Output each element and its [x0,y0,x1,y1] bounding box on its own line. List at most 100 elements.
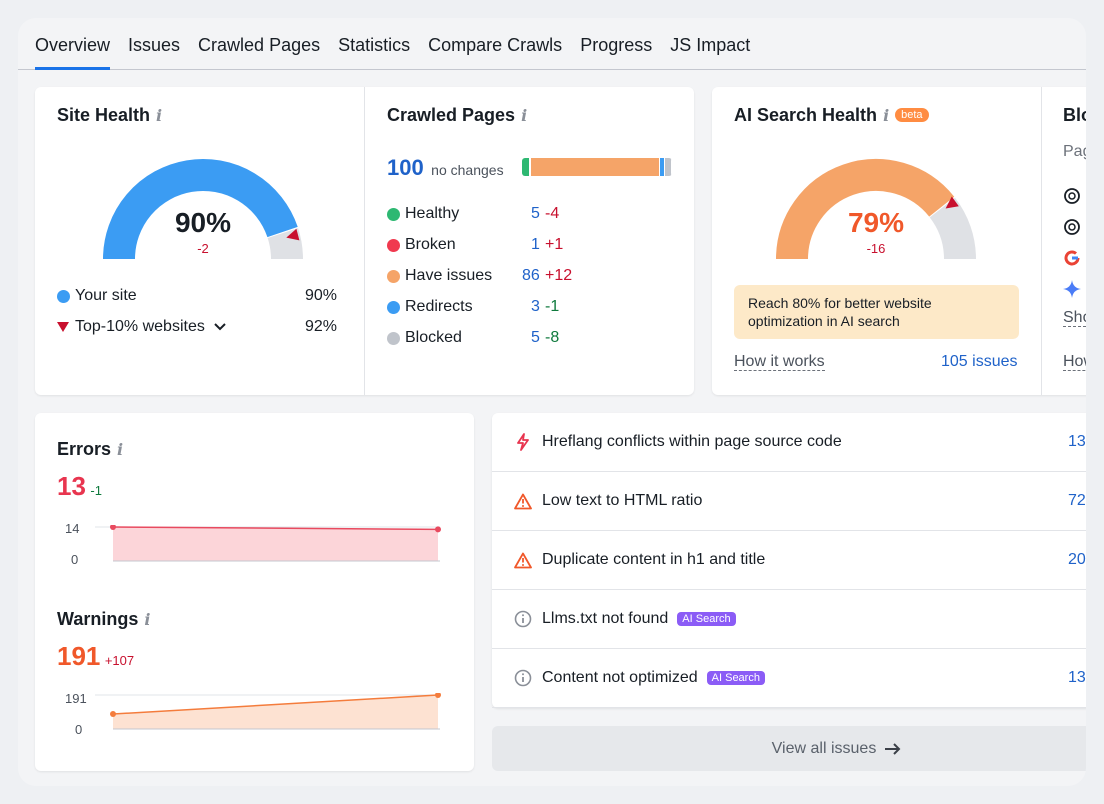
crawled-row-healthy[interactable]: Healthy [387,205,459,223]
legend-dot [57,289,70,303]
crawled-row-label: Blocked [405,329,462,346]
crawled-row-broken[interactable]: Broken [387,236,456,254]
errors-y-tick: 14 [65,521,80,536]
errors-chart [95,525,441,562]
crawled-row-value[interactable]: 5 [531,205,540,222]
issue-count[interactable]: 13 [1068,433,1086,450]
issue-text[interactable]: Hreflang conflicts within page source co… [542,433,842,450]
top10-marker-icon [286,228,300,241]
ai-issues-link[interactable]: 105 issues [941,353,1018,370]
gemini-icon [1063,280,1081,298]
warnings-chart [95,693,441,730]
tab-statistics[interactable]: Statistics [338,35,411,55]
tab-compare-crawls[interactable]: Compare Crawls [428,35,563,55]
crawled-row-label: Redirects [405,298,473,315]
bar-segment [664,158,672,176]
issue-row[interactable]: Content not optimized AI Search 13 [492,649,1086,708]
crawled-row-have-issues[interactable]: Have issues [387,267,492,285]
top10-triangle-icon [57,322,69,332]
bar-segment [660,158,665,176]
beta-badge: beta [895,108,929,122]
ai-health-tip: Reach 80% for better website optimizatio… [734,285,1019,339]
info-icon[interactable]: i [156,106,163,125]
data-point[interactable] [435,693,441,698]
info-icon[interactable]: i [117,440,124,459]
your-site-value: 90% [305,287,338,304]
blocked-card-title: Blo [1063,105,1086,125]
top10-value: 92% [305,318,338,335]
crawled-row-value[interactable]: 86 [522,267,540,284]
series-line [112,526,439,531]
legend-dot [387,238,400,252]
crawled-row-change: +1 [545,236,564,253]
issue-row[interactable]: Low text to HTML ratio 72 [492,472,1086,531]
card-divider [1041,87,1042,395]
issue-count[interactable]: 13 [1068,669,1086,686]
issue-text[interactable]: Duplicate content in h1 and title [542,551,766,568]
openai-icon [1064,219,1080,235]
errors-title: Errors i [57,439,124,459]
tab-crawled-pages[interactable]: Crawled Pages [198,35,321,55]
issue-count[interactable]: 20 [1068,551,1086,568]
crawled-row-value[interactable]: 3 [531,298,540,315]
warnings-y-tick: 0 [75,722,83,737]
overview-card: Site Health i 90% -2 Your site 90% Top-10… [35,87,694,395]
data-point[interactable] [110,711,116,718]
ai-search-badge: AI Search [706,671,765,685]
gauge-rest-arc [929,197,976,260]
issue-row[interactable]: Duplicate content in h1 and title 20 [492,531,1086,590]
tab-bar: Overview Issues Crawled Pages Statistics… [18,18,1086,70]
issue-row[interactable]: Llms.txt not found AI Search [492,590,1086,649]
error-bolt-icon [514,433,532,451]
data-point[interactable] [110,525,116,530]
info-icon[interactable]: i [144,610,151,629]
site-health-percent: 90% [174,207,232,238]
crawled-row-change: -8 [545,329,560,346]
bar-segment [529,158,531,176]
issue-count[interactable]: 72 [1068,492,1086,509]
legend-dot [387,300,400,314]
legend-top10[interactable]: Top-10% websites [57,318,227,336]
info-icon[interactable]: i [521,106,528,125]
crawled-row-redirects[interactable]: Redirects [387,298,473,316]
crawled-row-change: +12 [545,267,573,284]
info-icon[interactable]: i [883,106,890,125]
warnings-value-row: 191 +107 [57,641,134,672]
warnings-change: +107 [104,653,135,668]
crawled-pages-bar[interactable] [522,158,672,176]
site-health-gauge [103,159,303,260]
crawled-row-blocked[interactable]: Blocked [387,329,462,347]
errors-value[interactable]: 13 [57,471,86,501]
how-it-works-link[interactable]: How it works [734,353,825,371]
crawled-row-value[interactable]: 1 [531,236,540,253]
data-point[interactable] [435,526,441,533]
bar-segment [522,158,530,176]
issue-text[interactable]: Low text to HTML ratio [542,492,703,509]
ai-health-change: -16 [866,241,886,256]
warnings-y-tick: 191 [65,691,87,706]
show-link[interactable]: Sho [1063,309,1086,327]
how-link[interactable]: How [1063,353,1086,371]
issue-text[interactable]: Llms.txt not found [542,610,669,627]
crawled-row-label: Healthy [405,205,460,222]
bar-segment [531,158,660,176]
crawled-row-change: -4 [545,205,560,222]
area-fill [113,695,438,729]
card-divider [364,87,365,395]
series-line [112,694,439,715]
crawled-row-value[interactable]: 5 [531,329,540,346]
chevron-down-icon[interactable] [213,322,227,332]
warnings-value[interactable]: 191 [57,641,101,671]
tab-overview[interactable]: Overview [35,18,111,70]
ai-health-gauge [776,159,976,260]
issue-row[interactable]: Hreflang conflicts within page source co… [492,413,1086,472]
ai-search-badge: AI Search [677,612,736,626]
site-health-title: Site Health i [57,105,163,125]
issue-text[interactable]: Content not optimized [542,669,698,686]
info-circle-icon [514,610,532,628]
legend-dot [387,207,400,221]
tab-js-impact[interactable]: JS Impact [670,35,751,55]
view-all-issues-button[interactable]: View all issues [492,726,1086,771]
tab-progress[interactable]: Progress [580,35,653,55]
tab-issues[interactable]: Issues [128,35,181,55]
